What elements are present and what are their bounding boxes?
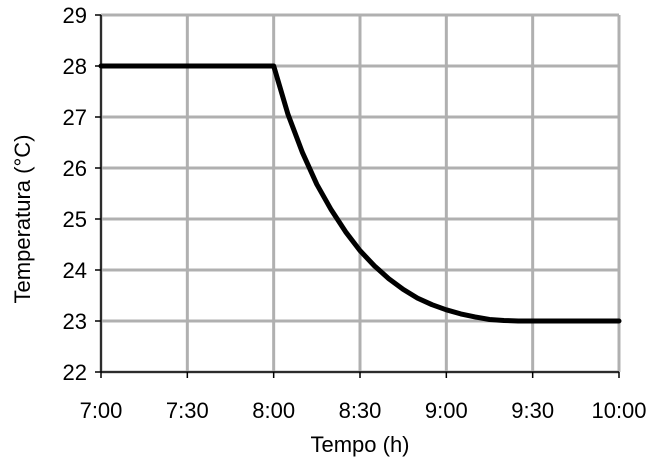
x-tick-label: 7:00: [80, 398, 123, 423]
y-tick-label: 22: [63, 360, 87, 385]
grid: [99, 13, 621, 374]
y-axis-title: Temperatura (°C): [10, 135, 35, 304]
y-tick-label: 27: [63, 105, 87, 130]
series-line: [98, 63, 622, 324]
x-tick-label: 10:00: [591, 398, 646, 423]
y-tick-label: 28: [63, 54, 87, 79]
axes: [95, 14, 620, 378]
y-tick-label: 25: [63, 207, 87, 232]
y-tick-label: 24: [63, 258, 87, 283]
x-tick-label: 7:30: [166, 398, 209, 423]
x-axis-title: Tempo (h): [310, 432, 409, 457]
x-tick-labels: 7:00 7:30 8:00 8:30 9:00 9:30 10:00: [80, 398, 647, 423]
y-tick-label: 29: [63, 3, 87, 28]
y-tick-label: 23: [63, 309, 87, 334]
y-tick-label: 26: [63, 156, 87, 181]
x-tick-label: 9:00: [425, 398, 468, 423]
x-tick-label: 8:30: [339, 398, 382, 423]
x-tick-label: 9:30: [511, 398, 554, 423]
x-tick-label: 8:00: [252, 398, 295, 423]
plot-area: [98, 63, 622, 324]
y-tick-labels: 22 23 24 25 26 27 28 29: [63, 3, 87, 385]
